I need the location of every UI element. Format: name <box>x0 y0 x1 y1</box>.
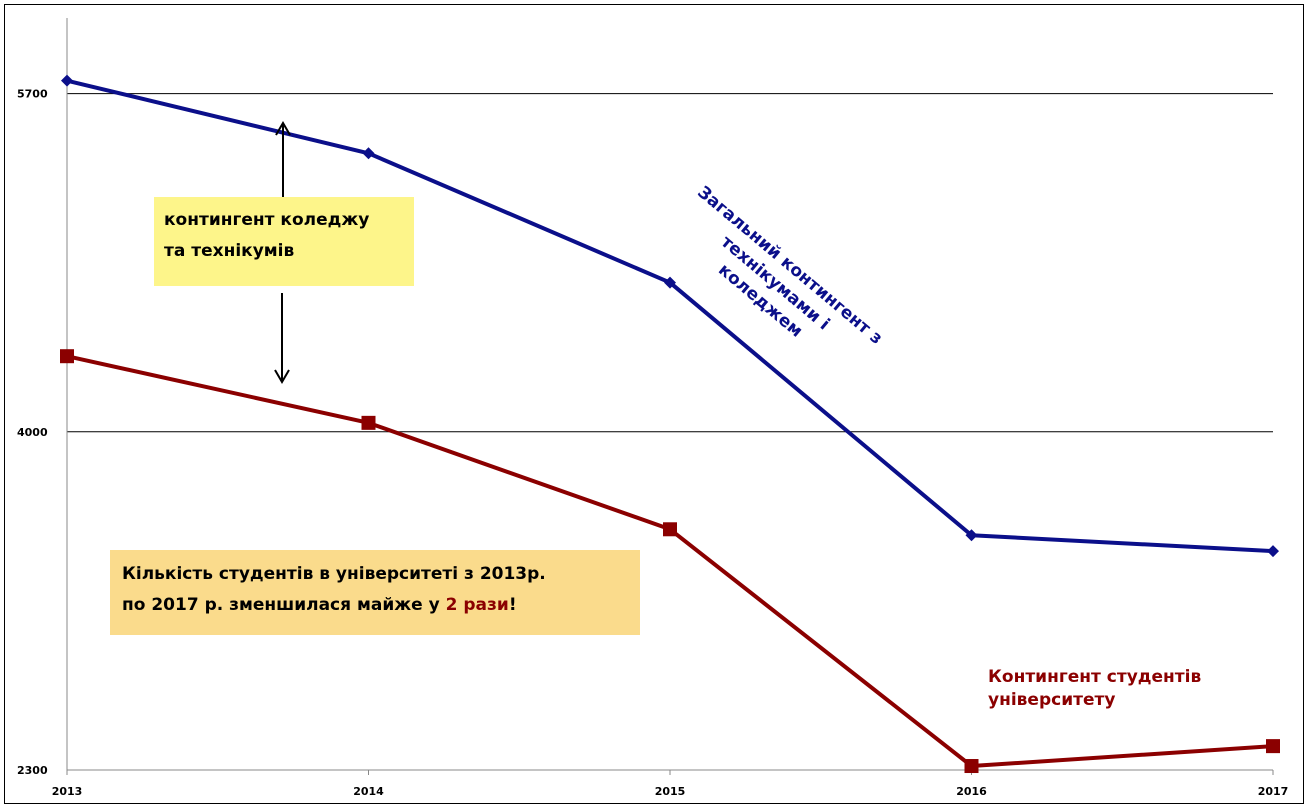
college-note-line2: та технікумів <box>164 241 295 261</box>
college-arrow-down-head <box>274 369 290 384</box>
series-2-point <box>964 759 979 774</box>
university-series-label: Контингент студентів університету <box>988 666 1201 712</box>
university-note-line1: Кількість студентів в університеті з 201… <box>122 564 546 584</box>
x-tick-label: 2016 <box>956 785 987 798</box>
series-group <box>60 74 1280 774</box>
series-2-point <box>361 415 376 430</box>
series-1-point <box>61 74 73 87</box>
series-1-point <box>664 276 676 289</box>
gridlines <box>67 93 1273 433</box>
y-tick-labels: 5700 4000 2300 <box>17 88 48 777</box>
x-tick-label: 2013 <box>52 785 83 798</box>
college-note-line1: контингент коледжу <box>164 210 370 230</box>
university-note-line2-suffix: ! <box>508 595 517 615</box>
chart-frame <box>4 4 1304 804</box>
x-tick-label: 2017 <box>1258 785 1289 798</box>
college-arrow-up-head <box>275 121 291 136</box>
y-tick-label: 4000 <box>17 426 48 439</box>
university-note-line2: по 2017 р. зменшилася майже у 2 рази! <box>122 590 640 621</box>
series-2-point <box>60 349 74 364</box>
series-line-1 <box>66 78 1274 554</box>
series-1-point <box>1267 545 1279 558</box>
series-1-point <box>965 529 978 542</box>
y-tick-label: 5700 <box>17 88 48 101</box>
x-tick-label: 2015 <box>655 785 686 798</box>
series-2-point <box>1266 739 1280 754</box>
college-arrow <box>274 121 291 384</box>
university-label-line1: Контингент студентів <box>988 667 1202 687</box>
university-note-line2-prefix: по 2017 р. зменшилася майже у <box>122 595 446 615</box>
y-tick-label: 2300 <box>17 764 48 777</box>
series-2-point <box>663 522 677 537</box>
series-1-point <box>362 147 375 160</box>
x-tick-labels: 2013 2014 2015 2016 2017 <box>52 770 1289 798</box>
university-note-highlight: 2 рази <box>445 595 509 615</box>
university-label-line2: університету <box>988 690 1116 710</box>
x-tick-label: 2014 <box>353 785 384 798</box>
university-decrease-note: Кількість студентів в університеті з 201… <box>110 550 640 635</box>
college-contingent-note: контингент коледжу та технікумів <box>154 197 414 286</box>
